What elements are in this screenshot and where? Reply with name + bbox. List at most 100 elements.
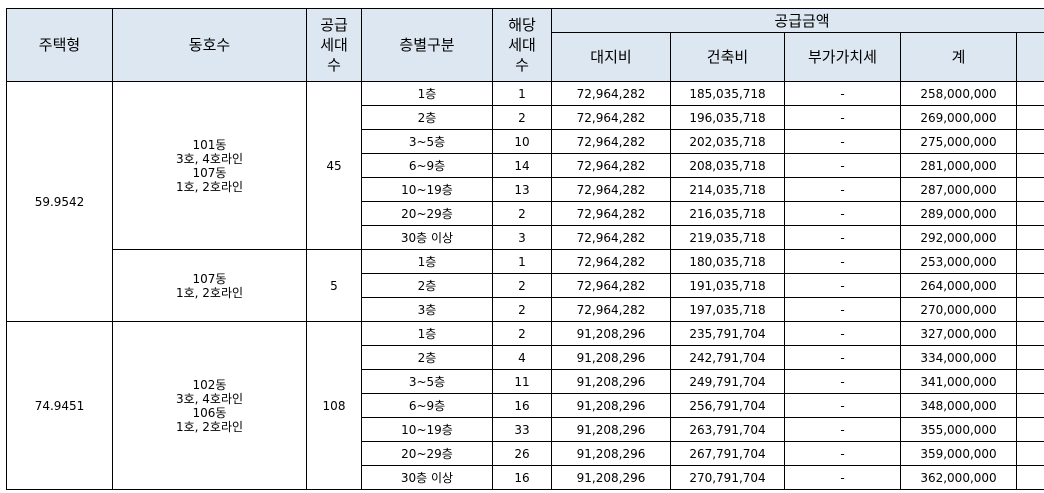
land-cost-cell: 91,208,296 — [551, 321, 671, 346]
vat-cell: - — [784, 153, 901, 178]
extra-cell — [1015, 297, 1044, 322]
count-cell: 1 — [492, 81, 552, 106]
land-cost-cell-text: 72,964,282 — [576, 230, 646, 245]
building-cost-cell: 256,791,704 — [670, 393, 785, 418]
count-cell: 2 — [492, 321, 552, 346]
total-cell-text: 253,000,000 — [920, 254, 997, 269]
floor-cell: 3층 — [361, 297, 493, 322]
building-cost-cell-text: 263,791,704 — [689, 422, 766, 437]
total-cell-text: 269,000,000 — [920, 110, 997, 125]
table-row: 20~29층 26 91,208,296 267,791,704 - 359,000,00… — [7, 441, 1044, 466]
total-cell: 264,000,000 — [900, 273, 1017, 298]
floor-cell: 30층 이상 — [361, 225, 493, 250]
total-cell: 269,000,000 — [900, 105, 1017, 130]
total-cell-text: 281,000,000 — [920, 158, 997, 173]
count-cell: 2 — [492, 105, 552, 130]
vat-cell: - — [784, 249, 901, 274]
land-cost-cell: 72,964,282 — [551, 129, 671, 154]
extra-cell — [1015, 105, 1044, 130]
land-cost-cell: 72,964,282 — [551, 105, 671, 130]
vat-cell-text: - — [840, 470, 845, 485]
housing-type-cell: 59.9542 — [6, 81, 113, 322]
extra-cell — [1015, 417, 1044, 442]
count-cell-text: 2 — [518, 302, 526, 317]
housing-type-cell: 74.9451 — [6, 321, 113, 490]
dong-ho-cell: 102동 3호, 4호라인 106동 1호, 2호라인 — [112, 321, 307, 490]
floor-cell: 20~29층 — [361, 201, 493, 226]
vat-cell-text: - — [840, 302, 845, 317]
count-cell-text: 1 — [518, 86, 526, 101]
total-cell-text: 362,000,000 — [920, 470, 997, 485]
land-cost-cell-text: 72,964,282 — [576, 110, 646, 125]
land-cost-cell-text: 72,964,282 — [576, 158, 646, 173]
land-cost-cell: 91,208,296 — [551, 417, 671, 442]
extra-cell — [1015, 369, 1044, 394]
floor-cell: 6~9층 — [361, 393, 493, 418]
land-cost-cell: 91,208,296 — [551, 393, 671, 418]
total-cell-text: 264,000,000 — [920, 278, 997, 293]
table-row: 74.9451 102동 3호, 4호라인 106동 1호, 2호라인 108 1층 2… — [6, 321, 1044, 490]
total-cell-text: 289,000,000 — [920, 206, 997, 221]
building-cost-cell-text: 202,035,718 — [689, 134, 766, 149]
floor-cell: 1층 — [361, 81, 493, 106]
header-land-cost: 대지비 — [551, 32, 671, 82]
count-cell: 16 — [492, 465, 552, 490]
dong-ho-cell-text: 107동 1호, 2호라인 — [175, 271, 244, 300]
vat-cell-text: - — [840, 206, 845, 221]
vat-cell: - — [784, 465, 901, 490]
table-row: 6~9층 16 91,208,296 256,791,704 - 348,000,000 — [7, 393, 1044, 418]
land-cost-cell: 72,964,282 — [551, 201, 671, 226]
building-cost-cell-text: 208,035,718 — [689, 158, 766, 173]
land-cost-cell: 91,208,296 — [551, 345, 671, 370]
building-cost-cell-text: 180,035,718 — [689, 254, 766, 269]
total-cell-text: 334,000,000 — [920, 350, 997, 365]
extra-cell — [1015, 201, 1044, 226]
building-cost-cell: 214,035,718 — [670, 177, 785, 202]
extra-cell — [1015, 345, 1044, 370]
floor-cell-text: 1층 — [417, 326, 437, 341]
building-cost-cell: 208,035,718 — [670, 153, 785, 178]
vat-cell: - — [784, 297, 901, 322]
building-cost-cell-text: 249,791,704 — [689, 374, 766, 389]
floor-cell: 3~5층 — [361, 129, 493, 154]
vat-cell: - — [784, 129, 901, 154]
dong-ho-cell-text: 101동 3호, 4호라인 107동 1호, 2호라인 — [175, 137, 244, 194]
total-cell: 292,000,000 — [900, 225, 1017, 250]
floor-cell-text: 30층 이상 — [400, 230, 454, 245]
building-cost-cell: 202,035,718 — [670, 129, 785, 154]
floor-cell-text: 1층 — [417, 86, 437, 101]
floor-cell-text: 1층 — [417, 254, 437, 269]
vat-cell: - — [784, 201, 901, 226]
vat-cell: - — [784, 417, 901, 442]
count-cell: 26 — [492, 441, 552, 466]
supply-units-cell: 108 — [306, 321, 362, 490]
building-cost-cell: 191,035,718 — [670, 273, 785, 298]
floor-cell: 2층 — [361, 105, 493, 130]
total-cell: 275,000,000 — [900, 129, 1017, 154]
floor-cell: 1층 — [361, 321, 493, 346]
vat-cell: - — [784, 225, 901, 250]
count-cell-text: 3 — [518, 230, 526, 245]
building-cost-cell-text: 235,791,704 — [689, 326, 766, 341]
floor-cell-text: 2층 — [417, 278, 437, 293]
building-cost-cell: 263,791,704 — [670, 417, 785, 442]
dong-ho-cell-text: 102동 3호, 4호라인 106동 1호, 2호라인 — [175, 377, 244, 434]
header-supply-units: 공급 세대 수 — [306, 8, 362, 82]
table-body: 59.9542 101동 3호, 4호라인 107동 1호, 2호라인 45 1층 1 7… — [6, 81, 1044, 490]
count-cell: 2 — [492, 297, 552, 322]
table-row: 3~5층 11 91,208,296 249,791,704 - 341,000,000 — [7, 369, 1044, 394]
building-cost-cell: 216,035,718 — [670, 201, 785, 226]
extra-cell — [1015, 393, 1044, 418]
floor-cell: 30층 이상 — [361, 465, 493, 490]
floor-cell-text: 30층 이상 — [400, 470, 454, 485]
building-cost-cell: 242,791,704 — [670, 345, 785, 370]
count-cell: 2 — [492, 273, 552, 298]
land-cost-cell: 72,964,282 — [551, 249, 671, 274]
count-cell-text: 16 — [514, 398, 530, 413]
total-cell: 359,000,000 — [900, 441, 1017, 466]
floor-cell-text: 20~29층 — [401, 446, 453, 461]
land-cost-cell: 91,208,296 — [551, 369, 671, 394]
vat-cell-text: - — [840, 398, 845, 413]
extra-cell — [1015, 177, 1044, 202]
housing-type-cell-text: 74.9451 — [34, 398, 85, 413]
